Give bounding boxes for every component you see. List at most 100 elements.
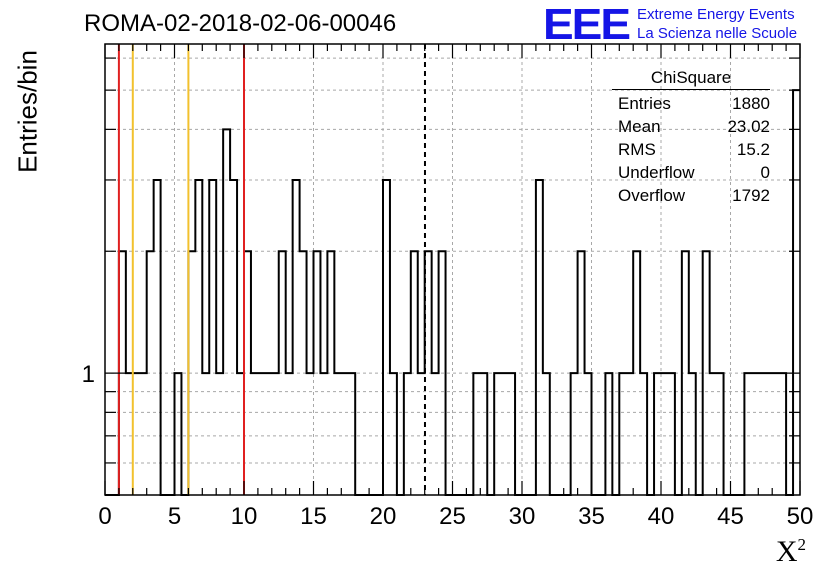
histogram-bin	[571, 373, 578, 495]
x-tick-label: 50	[787, 503, 814, 530]
histogram-bin	[758, 373, 765, 495]
histogram-bin	[536, 180, 543, 495]
x-tick-label: 40	[648, 503, 675, 530]
stat-row-mean: Mean 23.02	[612, 115, 778, 138]
histogram-bin	[661, 373, 668, 495]
histogram-series	[105, 89, 800, 496]
histogram-bin	[320, 373, 327, 495]
stat-label: Underflow	[618, 163, 695, 182]
histogram-bin	[230, 180, 237, 495]
x-tick-label: 20	[370, 503, 397, 530]
histogram-bin	[751, 373, 758, 495]
stat-value: 1792	[732, 186, 770, 205]
histogram-bin	[272, 373, 279, 495]
histogram-bin	[411, 251, 418, 495]
histogram-bin	[237, 373, 244, 495]
histogram-bin	[772, 373, 779, 495]
histogram-bin	[383, 180, 390, 495]
chart-title: ROMA-02-2018-02-06-00046	[84, 10, 397, 37]
marker-lines	[117, 44, 426, 495]
histogram-bin	[286, 373, 293, 495]
histogram-bin	[140, 373, 147, 495]
y-tick-label: 1	[82, 361, 95, 388]
histogram-bin	[307, 373, 314, 495]
histogram-bin	[765, 373, 772, 495]
histogram-bin	[605, 373, 612, 495]
histogram-bin	[668, 373, 675, 495]
x-axis-label: X2	[776, 535, 806, 569]
histogram-bin	[314, 251, 321, 495]
stat-label: Overflow	[618, 186, 686, 205]
histogram-bin	[133, 373, 140, 495]
stat-value: 1880	[732, 94, 770, 113]
histogram-bin	[147, 251, 154, 495]
histogram-bin	[244, 251, 251, 495]
histogram-bin	[188, 251, 195, 495]
histogram-bin	[494, 373, 501, 495]
stat-label: RMS	[618, 140, 656, 159]
stat-value: 23.02	[727, 117, 770, 136]
histogram-bin	[779, 373, 786, 495]
histogram-outline	[105, 89, 800, 496]
histogram-bin	[175, 373, 182, 495]
stat-row-underflow: Underflow 0	[612, 161, 778, 184]
stat-value: 15.2	[736, 140, 770, 159]
histogram-bin	[480, 373, 487, 495]
histogram-bin	[265, 373, 272, 495]
histogram-bin	[334, 373, 341, 495]
stat-row-rms: RMS 15.2	[612, 138, 778, 161]
stat-value: 0	[760, 163, 770, 182]
x-tick-label: 30	[509, 503, 536, 530]
histogram-bin	[404, 373, 411, 495]
stat-row-entries: Entries 1880	[612, 92, 778, 115]
x-axis-label-superscript: 2	[797, 535, 807, 554]
x-tick-label: 0	[98, 503, 111, 530]
histogram-bin	[710, 373, 717, 495]
histogram-bin	[508, 373, 515, 495]
histogram-bin	[418, 373, 425, 495]
histogram-bin	[640, 373, 647, 495]
histogram-bin	[300, 251, 307, 495]
histogram-bin	[626, 373, 633, 495]
stats-box: ChiSquare Entries 1880 Mean 23.02 RMS 15…	[612, 68, 778, 207]
histogram-bin	[633, 251, 640, 495]
stats-title: ChiSquare	[612, 68, 770, 90]
histogram-bin	[341, 373, 348, 495]
histogram-bin	[703, 251, 710, 495]
x-axis-label-base: X	[775, 535, 798, 568]
histogram-bin	[279, 251, 286, 495]
y-axis-label: Entries/bin	[12, 50, 43, 173]
histogram-bin	[251, 373, 258, 495]
histogram-bin	[432, 373, 439, 495]
histogram-bin	[744, 373, 751, 495]
histogram-bin	[439, 251, 446, 495]
histogram-bin	[682, 251, 689, 495]
histogram-bin	[578, 251, 585, 495]
histogram-bin	[543, 373, 550, 495]
histogram-bin	[154, 180, 161, 495]
histogram-bin	[195, 180, 202, 495]
x-tick-label: 5	[168, 503, 181, 530]
histogram-bin	[258, 373, 265, 495]
histogram-bin	[202, 373, 209, 495]
x-tick-label: 45	[717, 503, 744, 530]
histogram-bin	[654, 373, 661, 495]
axes: 0 5 10 15 20 25 30 35 40 45 50 1	[82, 43, 814, 530]
histogram-bin	[501, 373, 508, 495]
histogram-bin	[390, 373, 397, 495]
histogram-bin	[216, 373, 223, 495]
x-tick-label: 15	[300, 503, 327, 530]
histogram-bin	[327, 251, 334, 495]
histogram-bin	[473, 373, 480, 495]
histogram-bin	[793, 90, 800, 495]
x-tick-label: 10	[231, 503, 258, 530]
histogram-bin	[293, 180, 300, 495]
logo-mark: EEE	[543, 0, 631, 49]
stat-label: Entries	[618, 94, 671, 113]
histogram-bin	[209, 180, 216, 495]
stat-label: Mean	[618, 117, 661, 136]
histogram-bin	[585, 373, 592, 495]
logo-line-2: La Scienza nelle Scuole	[637, 25, 798, 42]
x-tick-label: 25	[439, 503, 466, 530]
